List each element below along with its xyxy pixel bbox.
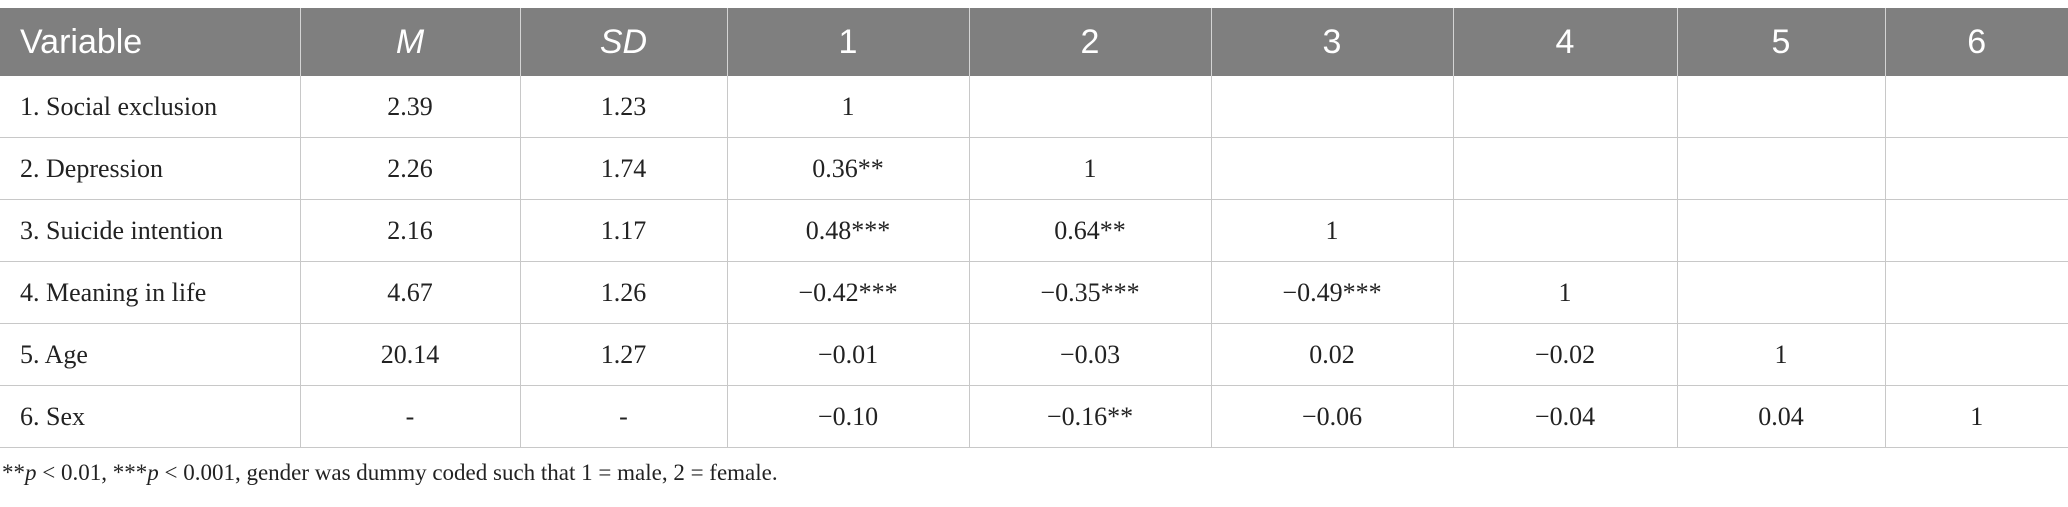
footnote-p-1: p [25, 460, 37, 485]
cell-sd: 1.23 [520, 76, 728, 138]
cell-corr-6 [1885, 323, 2068, 386]
header-col-1: 1 [727, 8, 970, 76]
cell-corr-2 [969, 76, 1212, 138]
row-label: 4. Meaning in life [0, 261, 301, 324]
table-footnote: **p < 0.01, ***p < 0.001, gender was dum… [2, 460, 778, 486]
cell-corr-6 [1885, 137, 2068, 200]
header-col-6: 6 [1885, 8, 2068, 76]
cell-corr-6 [1885, 261, 2068, 324]
cell-sd: 1.74 [520, 137, 728, 200]
table-row: 5. Age 20.14 1.27 −0.01 −0.03 0.02 −0.02… [0, 323, 2068, 386]
footnote-text-2: < 0.001, gender was dummy coded such tha… [158, 460, 778, 485]
cell-corr-1: 0.36** [727, 137, 970, 200]
cell-corr-3: 1 [1211, 199, 1454, 262]
table-row: 4. Meaning in life 4.67 1.26 −0.42*** −0… [0, 261, 2068, 324]
cell-corr-3 [1211, 137, 1454, 200]
table-row: 6. Sex - - −0.10 −0.16** −0.06 −0.04 0.0… [0, 385, 2068, 448]
cell-corr-2: 0.64** [969, 199, 1212, 262]
header-col-2: 2 [969, 8, 1212, 76]
cell-sd: - [520, 385, 728, 448]
cell-corr-2: 1 [969, 137, 1212, 200]
table-row: 2. Depression 2.26 1.74 0.36** 1 [0, 137, 2068, 200]
cell-sd: 1.26 [520, 261, 728, 324]
row-label: 6. Sex [0, 385, 301, 448]
header-variable: Variable [0, 8, 301, 76]
header-sd: SD [520, 8, 728, 76]
cell-corr-5 [1677, 76, 1886, 138]
cell-corr-5 [1677, 261, 1886, 324]
cell-corr-6 [1885, 199, 2068, 262]
cell-corr-1: −0.10 [727, 385, 970, 448]
cell-corr-3: −0.49*** [1211, 261, 1454, 324]
cell-mean: 4.67 [300, 261, 521, 324]
cell-sd: 1.27 [520, 323, 728, 386]
cell-corr-5 [1677, 137, 1886, 200]
cell-mean: 20.14 [300, 323, 521, 386]
table-row: 1. Social exclusion 2.39 1.23 1 [0, 76, 2068, 138]
cell-corr-1: 1 [727, 76, 970, 138]
footnote-p-2: p [147, 460, 159, 485]
cell-corr-2: −0.03 [969, 323, 1212, 386]
header-col-3: 3 [1211, 8, 1454, 76]
header-col-4: 4 [1453, 8, 1678, 76]
table-row: 3. Suicide intention 2.16 1.17 0.48*** 0… [0, 199, 2068, 262]
row-label: 3. Suicide intention [0, 199, 301, 262]
cell-corr-4: −0.02 [1453, 323, 1678, 386]
correlation-table: Variable M SD 1 2 3 4 5 6 1. Social excl… [0, 8, 2068, 448]
footnote-stars-2: *** [112, 460, 148, 485]
row-label: 5. Age [0, 323, 301, 386]
cell-mean: 2.16 [300, 199, 521, 262]
row-label: 2. Depression [0, 137, 301, 200]
header-col-5: 5 [1677, 8, 1886, 76]
table-header-row: Variable M SD 1 2 3 4 5 6 [0, 8, 2068, 76]
cell-corr-3 [1211, 76, 1454, 138]
cell-corr-1: −0.42*** [727, 261, 970, 324]
cell-sd: 1.17 [520, 199, 728, 262]
cell-mean: - [300, 385, 521, 448]
cell-corr-2: −0.35*** [969, 261, 1212, 324]
row-label: 1. Social exclusion [0, 76, 301, 138]
footnote-text-1: < 0.01, [36, 460, 113, 485]
cell-corr-4: −0.04 [1453, 385, 1678, 448]
cell-corr-4 [1453, 137, 1678, 200]
cell-corr-5 [1677, 199, 1886, 262]
cell-corr-2: −0.16** [969, 385, 1212, 448]
footnote-stars-1: ** [2, 460, 25, 485]
cell-corr-1: 0.48*** [727, 199, 970, 262]
cell-corr-5: 1 [1677, 323, 1886, 386]
cell-corr-4: 1 [1453, 261, 1678, 324]
cell-corr-3: −0.06 [1211, 385, 1454, 448]
cell-corr-1: −0.01 [727, 323, 970, 386]
cell-corr-3: 0.02 [1211, 323, 1454, 386]
cell-corr-4 [1453, 199, 1678, 262]
cell-corr-4 [1453, 76, 1678, 138]
cell-corr-5: 0.04 [1677, 385, 1886, 448]
header-mean: M [300, 8, 521, 76]
cell-mean: 2.26 [300, 137, 521, 200]
cell-corr-6: 1 [1885, 385, 2068, 448]
cell-corr-6 [1885, 76, 2068, 138]
cell-mean: 2.39 [300, 76, 521, 138]
correlation-table-container: Variable M SD 1 2 3 4 5 6 1. Social excl… [0, 8, 2068, 448]
